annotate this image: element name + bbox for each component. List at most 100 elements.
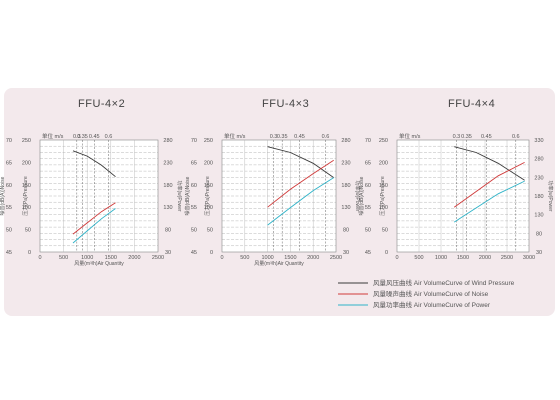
- noise-tick-label: 55: [191, 205, 197, 211]
- series-line-pressure: [454, 146, 525, 181]
- pressure-tick-label: 150: [22, 183, 31, 189]
- x-tick-label: 1500: [105, 255, 117, 261]
- speed-mark-label: 0.35: [77, 134, 88, 140]
- speed-mark-label: 0.45: [294, 134, 305, 140]
- series-line-pressure: [72, 150, 116, 178]
- power-tick-label: 280: [534, 157, 543, 163]
- pressure-tick-label: 100: [204, 205, 213, 211]
- x-tick-label: 2500: [501, 255, 513, 261]
- pressure-tick-label: 50: [382, 228, 388, 234]
- legend-label: 风量噪声曲线 Air VolumeCurve of Noise: [373, 289, 489, 298]
- noise-tick-label: 45: [6, 250, 12, 256]
- power-tick-label: 180: [163, 183, 172, 189]
- series-line-power: [453, 180, 525, 223]
- noise-axis-label: 噪音(dB(A))Noise: [0, 176, 6, 215]
- pressure-tick-label: 150: [379, 183, 388, 189]
- pressure-tick-label: 250: [204, 138, 213, 144]
- speed-mark-label: 0.45: [89, 134, 100, 140]
- pressure-tick-label: 0: [28, 250, 31, 256]
- power-tick-label: 230: [534, 175, 543, 181]
- x-tick-label: 3000: [523, 255, 535, 261]
- power-tick-label: 130: [534, 213, 543, 219]
- x-tick-label: 500: [240, 255, 249, 261]
- noise-tick-label: 60: [191, 183, 197, 189]
- power-tick-label: 280: [163, 138, 172, 144]
- chart-title-1: FFU-4×3: [262, 98, 309, 110]
- power-tick-label: 130: [163, 205, 172, 211]
- chart-title-2: FFU-4×4: [448, 98, 495, 110]
- pressure-tick-label: 200: [22, 160, 31, 166]
- x-tick-label: 0: [395, 255, 398, 261]
- x-axis-label: 风量(m³/h)Air Quantity: [254, 260, 304, 267]
- noise-tick-label: 45: [365, 250, 371, 256]
- noise-tick-label: 65: [365, 160, 371, 166]
- noise-tick-label: 70: [6, 138, 12, 144]
- power-tick-label: 80: [343, 228, 349, 234]
- power-tick-label: 30: [165, 250, 171, 256]
- noise-tick-label: 65: [6, 160, 12, 166]
- noise-tick-label: 55: [365, 205, 371, 211]
- x-tick-label: 1000: [435, 255, 447, 261]
- pressure-axis-label: 压力(Pa)Pressure: [204, 176, 211, 216]
- speed-mark-label: 0.6: [105, 134, 113, 140]
- pressure-axis-label: 压力(Pa)Pressure: [22, 176, 29, 216]
- series-line-noise: [453, 161, 525, 208]
- chart-title-0: FFU-4×2: [78, 98, 125, 110]
- speed-mark-label: 0.35: [277, 134, 288, 140]
- pressure-tick-label: 250: [379, 138, 388, 144]
- pressure-tick-label: 50: [207, 228, 213, 234]
- noise-tick-label: 70: [365, 138, 371, 144]
- pressure-tick-label: 250: [22, 138, 31, 144]
- power-axis-label: 功率(w)Power: [354, 180, 361, 211]
- pressure-tick-label: 100: [22, 205, 31, 211]
- pressure-tick-label: 150: [204, 183, 213, 189]
- x-tick-label: 2000: [307, 255, 319, 261]
- pressure-tick-label: 0: [210, 250, 213, 256]
- power-tick-label: 330: [534, 138, 543, 144]
- power-tick-label: 30: [536, 250, 542, 256]
- power-tick-label: 180: [341, 183, 350, 189]
- x-tick-label: 2500: [152, 255, 164, 261]
- power-tick-label: 230: [163, 160, 172, 166]
- legend-label: 风量功率曲线 Air VolumeCurve of Power: [373, 300, 491, 309]
- power-tick-label: 30: [343, 250, 349, 256]
- noise-tick-label: 60: [365, 183, 371, 189]
- x-tick-label: 2000: [128, 255, 140, 261]
- power-tick-label: 180: [534, 194, 543, 200]
- speed-mark-label: 0.35: [461, 134, 472, 140]
- series-line-noise: [267, 159, 334, 208]
- power-tick-label: 130: [341, 205, 350, 211]
- noise-tick-label: 60: [6, 183, 12, 189]
- x-tick-label: 1500: [457, 255, 469, 261]
- power-axis-label: 功率(w)Power: [176, 180, 183, 211]
- noise-tick-label: 65: [191, 160, 197, 166]
- x-tick-label: 0: [38, 255, 41, 261]
- series-line-pressure: [267, 146, 334, 178]
- noise-tick-label: 55: [6, 205, 12, 211]
- pressure-tick-label: 200: [379, 160, 388, 166]
- speed-unit-label: 单位 m/s: [399, 132, 421, 140]
- power-tick-label: 230: [341, 160, 350, 166]
- x-tick-label: 2000: [479, 255, 491, 261]
- noise-tick-label: 45: [191, 250, 197, 256]
- pressure-tick-label: 200: [204, 160, 213, 166]
- series-line-power: [72, 208, 116, 244]
- power-axis-label: 功率(w)Power: [547, 180, 554, 211]
- speed-mark-label: 0.6: [512, 134, 520, 140]
- pressure-tick-label: 0: [385, 250, 388, 256]
- x-tick-label: 1000: [81, 255, 93, 261]
- power-tick-label: 280: [341, 138, 350, 144]
- power-tick-label: 80: [536, 231, 542, 237]
- speed-mark-label: 0.3: [73, 134, 81, 140]
- noise-axis-label: 噪音(dB(A))Noise: [358, 176, 365, 215]
- speed-mark-label: 0.6: [322, 134, 330, 140]
- series-line-noise: [72, 202, 116, 235]
- x-tick-label: 500: [414, 255, 423, 261]
- noise-tick-label: 50: [6, 228, 12, 234]
- x-tick-label: 500: [59, 255, 68, 261]
- speed-mark-label: 0.45: [481, 134, 492, 140]
- power-tick-label: 80: [165, 228, 171, 234]
- speed-unit-label: 单位 m/s: [42, 132, 64, 140]
- speed-mark-label: 0.3: [270, 134, 278, 140]
